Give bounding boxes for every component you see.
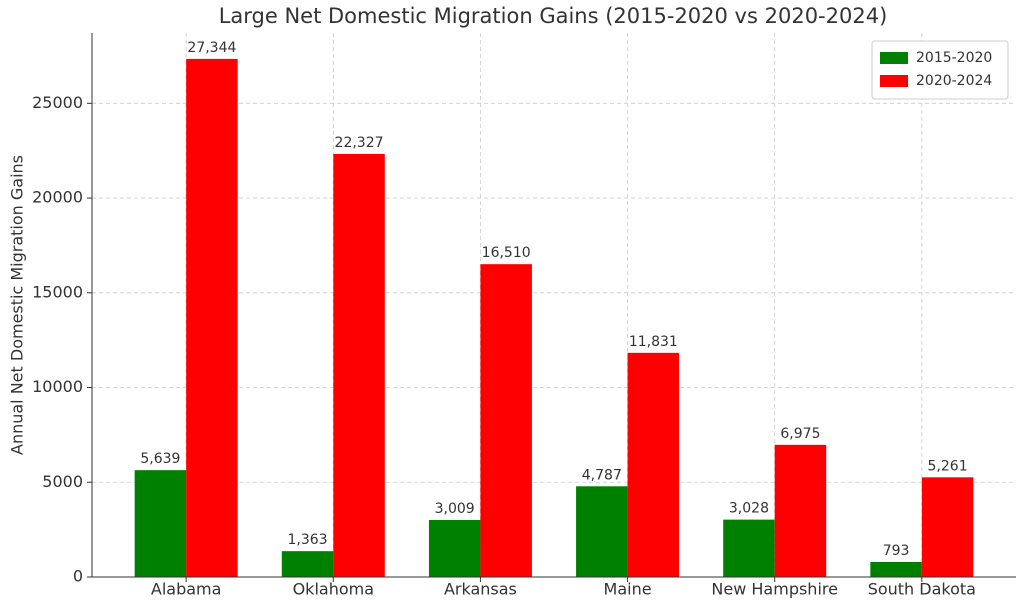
value-label: 6,975 bbox=[780, 426, 820, 442]
bar bbox=[333, 153, 385, 578]
y-tick-label: 25000 bbox=[32, 93, 83, 112]
value-label: 27,344 bbox=[187, 40, 236, 56]
value-label: 22,327 bbox=[335, 135, 384, 151]
value-label: 1,363 bbox=[288, 532, 328, 548]
legend-label: 2020-2024 bbox=[916, 73, 992, 89]
legend-swatch bbox=[880, 52, 908, 64]
x-tick-label: Maine bbox=[604, 580, 652, 599]
bar bbox=[576, 486, 628, 577]
x-tick-label: Alabama bbox=[151, 580, 222, 599]
value-label: 11,831 bbox=[629, 334, 678, 350]
legend-label: 2015-2020 bbox=[916, 50, 992, 66]
bar bbox=[134, 470, 187, 577]
value-label: 5,639 bbox=[140, 451, 180, 467]
x-tick-label: Arkansas bbox=[444, 580, 517, 599]
value-label: 5,261 bbox=[928, 458, 968, 474]
bar bbox=[186, 58, 238, 578]
x-tick-label: Oklahoma bbox=[293, 580, 374, 599]
bar bbox=[627, 352, 680, 577]
bar bbox=[723, 519, 775, 577]
value-label: 3,009 bbox=[435, 501, 475, 517]
bar bbox=[281, 551, 334, 577]
bar bbox=[428, 519, 481, 577]
value-label: 16,510 bbox=[482, 245, 531, 261]
y-axis-label: Annual Net Domestic Migration Gains bbox=[8, 155, 27, 455]
value-label: 4,787 bbox=[582, 467, 622, 483]
y-tick-label: 15000 bbox=[32, 282, 83, 301]
y-tick-label: 5000 bbox=[42, 472, 83, 491]
bar bbox=[870, 561, 922, 577]
bar bbox=[480, 264, 532, 577]
y-tick-label: 20000 bbox=[32, 188, 83, 207]
bar bbox=[774, 444, 827, 577]
x-tick-label: New Hampshire bbox=[711, 580, 838, 599]
value-label: 3,028 bbox=[729, 501, 769, 517]
y-tick-label: 0 bbox=[73, 567, 83, 586]
value-label: 793 bbox=[883, 543, 910, 559]
y-tick-label: 10000 bbox=[32, 377, 83, 396]
x-tick-label: South Dakota bbox=[868, 580, 976, 599]
legend-swatch bbox=[880, 75, 908, 87]
bar bbox=[921, 477, 974, 577]
chart-title: Large Net Domestic Migration Gains (2015… bbox=[219, 4, 888, 28]
